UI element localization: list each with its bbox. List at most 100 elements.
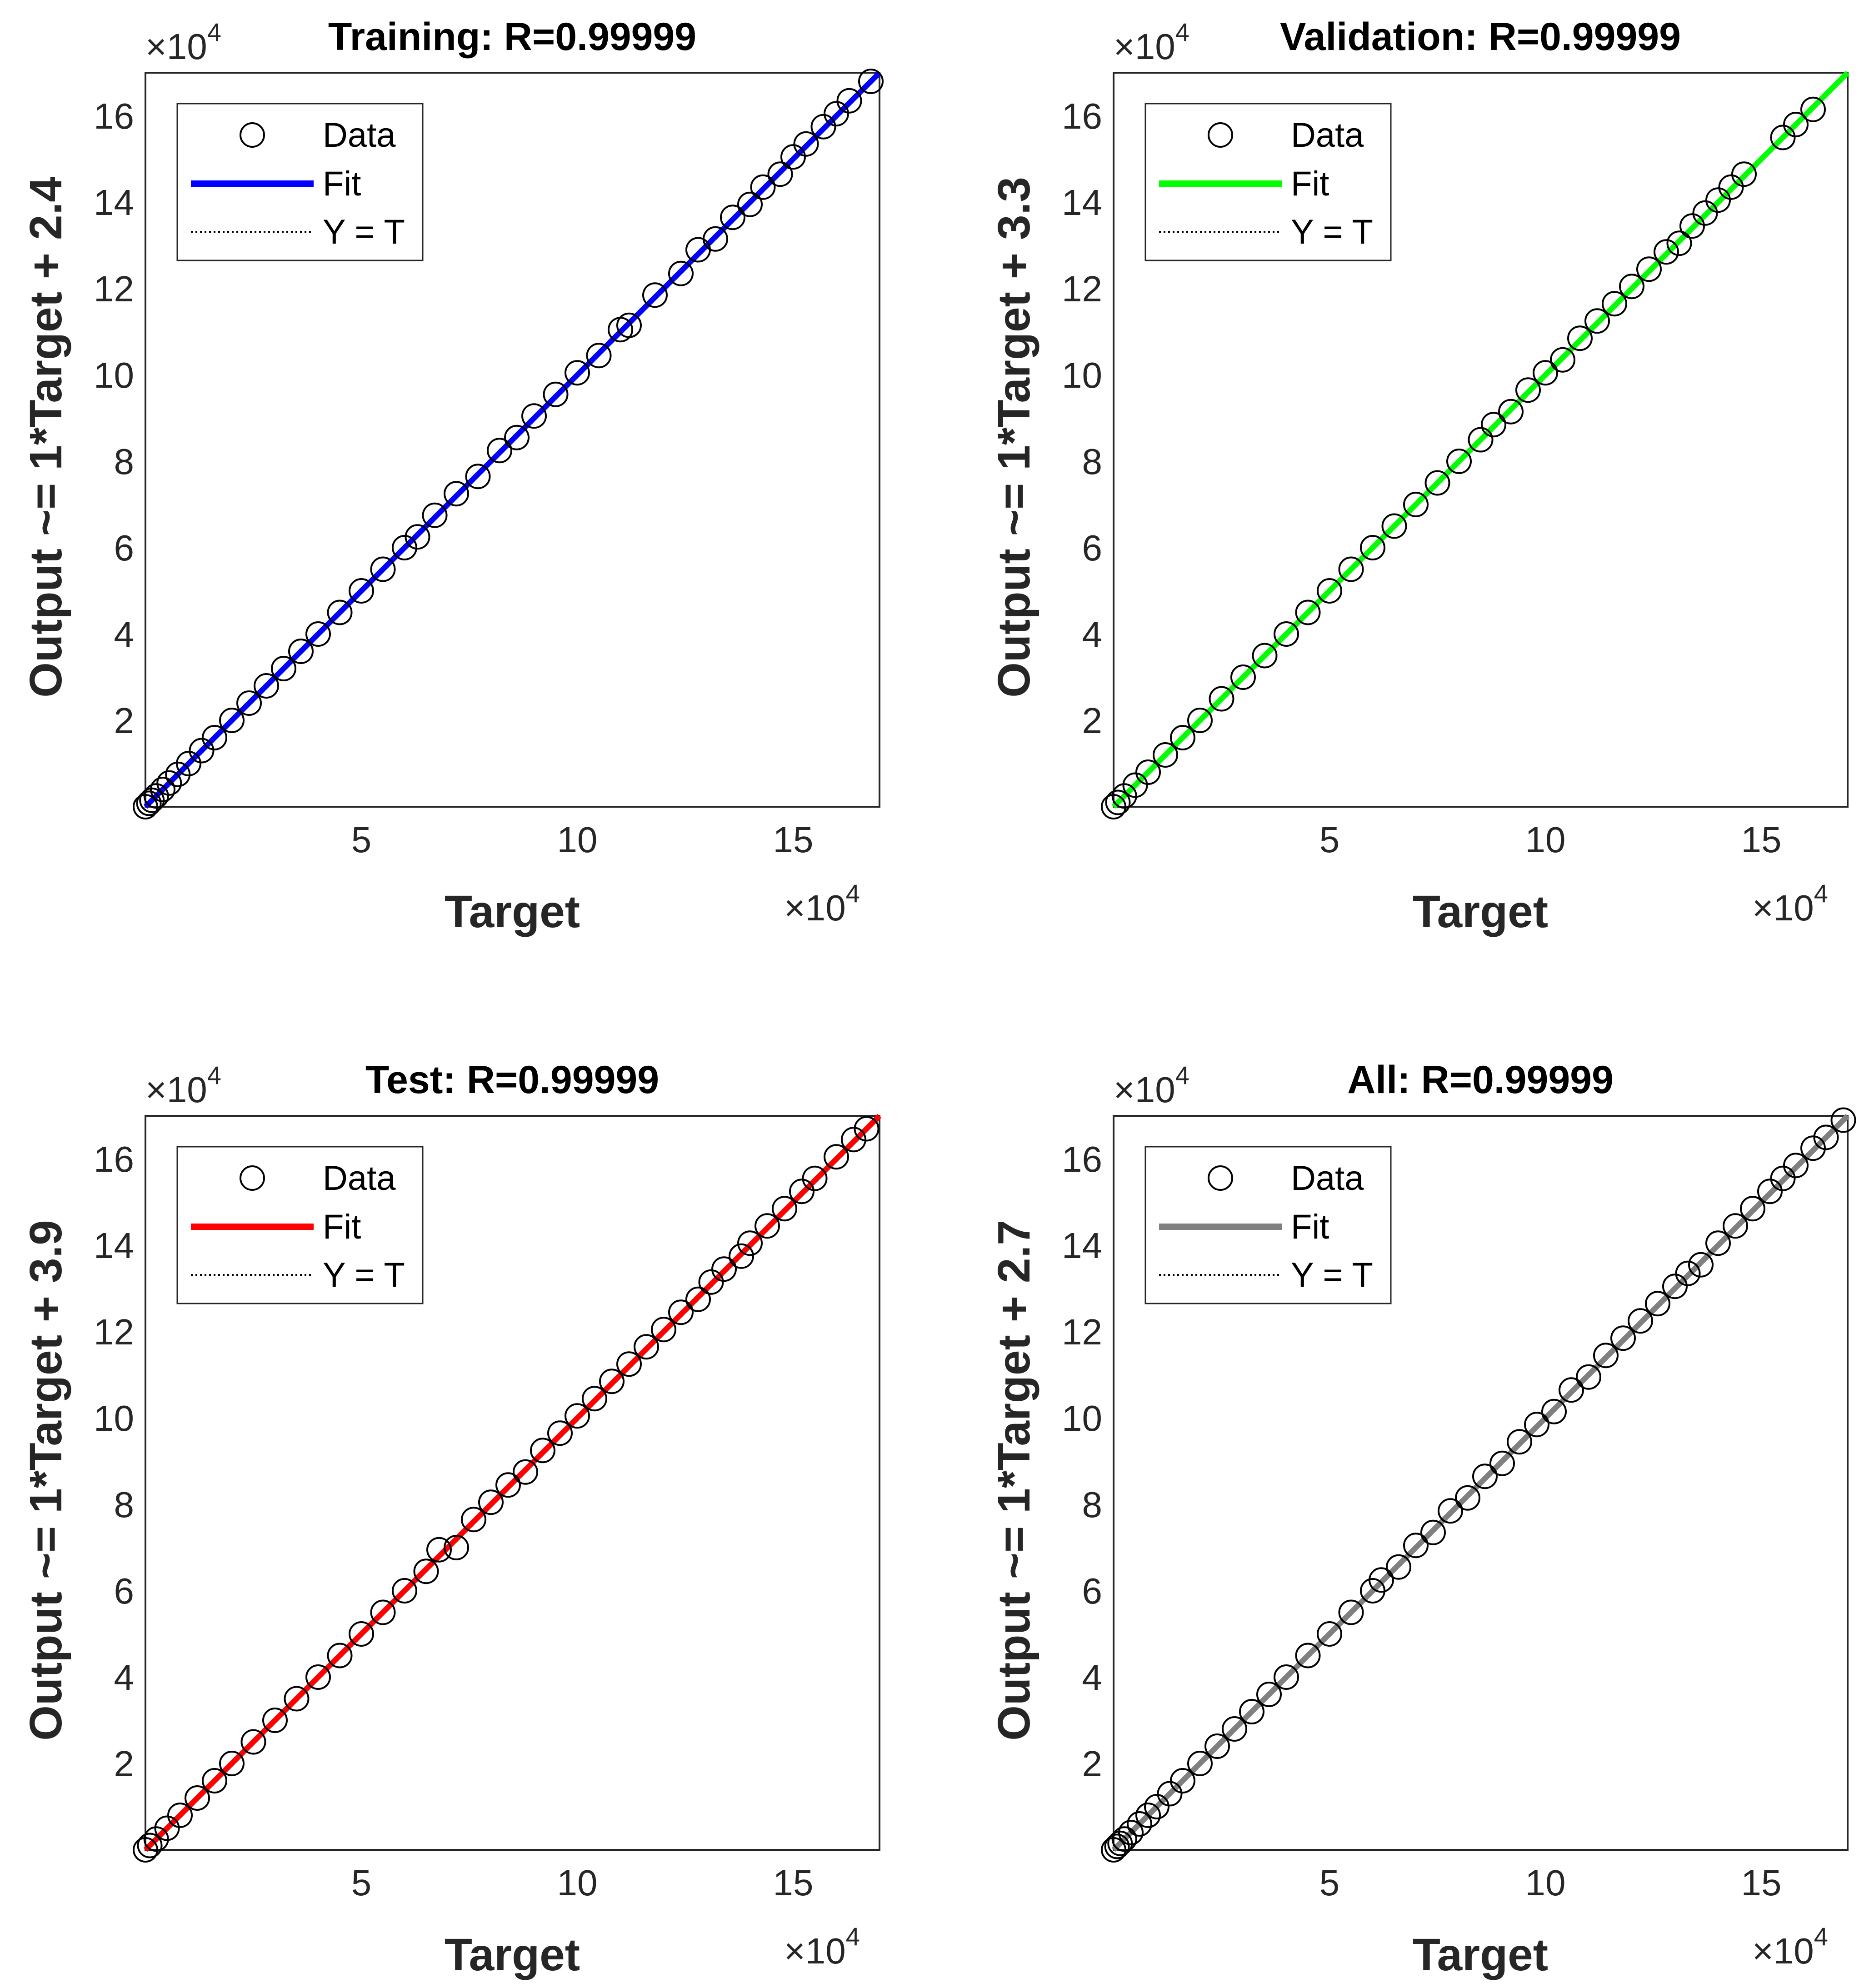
data-point [841, 1127, 866, 1153]
chart-title: Validation: R=0.99999 [1280, 15, 1681, 59]
data-point [1567, 325, 1593, 351]
data-point [465, 464, 491, 490]
data-point [1576, 1364, 1601, 1390]
data-point [1274, 621, 1299, 647]
y-tick-label: 8 [1082, 1484, 1103, 1525]
data-point [1230, 664, 1256, 690]
data-point [1666, 230, 1692, 256]
data-point [755, 1213, 780, 1239]
data-point [1757, 1179, 1783, 1204]
data-point [1403, 492, 1429, 517]
x-tick-label: 15 [1741, 819, 1782, 860]
data-point [1770, 125, 1796, 150]
data-point [262, 1708, 288, 1733]
y-tick-label: 12 [1062, 1312, 1102, 1352]
data-point [1420, 1519, 1446, 1545]
data-point [802, 1165, 828, 1191]
x-tick-label: 10 [557, 819, 598, 860]
data-point [599, 1369, 625, 1394]
legend-yt-label: Y = T [1291, 213, 1373, 251]
data-point [136, 790, 162, 816]
y-exponent-power: 4 [1175, 1061, 1189, 1089]
data-point [1153, 742, 1178, 768]
data-point [133, 794, 158, 819]
data-point [1209, 686, 1234, 712]
data-point [327, 1643, 353, 1668]
data-point [1455, 1485, 1480, 1511]
data-point [133, 1837, 158, 1863]
data-point [392, 1578, 417, 1603]
data-point [711, 1256, 737, 1282]
fit-lines [1111, 1114, 1850, 1852]
data-point [349, 1621, 374, 1647]
data-point [1144, 1794, 1169, 1819]
data-point [1338, 1599, 1364, 1625]
data-point [370, 556, 396, 582]
fit-lines [1111, 70, 1850, 809]
data-point [137, 1833, 163, 1858]
data-point [284, 1686, 310, 1712]
data-point [1584, 308, 1610, 334]
y-axis-label: Output ~= 1*Target + 3.3 [989, 177, 1039, 698]
panel-validation: Validation: R=0.99999 ×104 ×104 Target O… [989, 15, 1850, 937]
y-tick-label: 10 [94, 1398, 134, 1439]
data-point [616, 1351, 642, 1377]
fit-line [1111, 70, 1850, 809]
data-point [1770, 1165, 1796, 1191]
data-point [1239, 1699, 1264, 1724]
data-point [1783, 1153, 1809, 1179]
data-point [1740, 1196, 1765, 1222]
data-point [1274, 1664, 1299, 1690]
y-tick-label: 8 [114, 1484, 135, 1525]
legend-fit-label: Fit [1291, 165, 1329, 203]
data-markers [1101, 1107, 1856, 1863]
x-exponent-base: ×10 [784, 888, 846, 928]
data-point [668, 260, 694, 286]
data-point [1705, 1230, 1731, 1256]
legend-data-label: Data [323, 1159, 396, 1198]
x-exponent-label: ×104 [784, 879, 860, 928]
y-tick-label: 4 [1082, 1657, 1103, 1698]
data-point [185, 1785, 210, 1811]
data-point [1204, 1733, 1230, 1759]
data-point [1619, 274, 1644, 300]
chart-title: Test: R=0.99999 [365, 1058, 659, 1102]
data-point [1317, 1621, 1342, 1647]
y-tick-label: 6 [1082, 528, 1103, 568]
ticks: 5 10 15 2 4 6 8 10 12 14 16 [94, 73, 880, 860]
ticks: 5 10 15 2 4 6 8 10 12 14 16 [1062, 1116, 1848, 1903]
data-point [521, 403, 547, 429]
data-point [1723, 1213, 1748, 1239]
data-point [1170, 1768, 1195, 1793]
data-point [1481, 412, 1506, 438]
data-point [1675, 1260, 1701, 1286]
data-point [1222, 1716, 1247, 1742]
y-exponent-label: ×104 [1114, 1061, 1189, 1110]
x-tick-label: 15 [1741, 1863, 1782, 1903]
data-point [1170, 725, 1195, 750]
data-markers [133, 1116, 880, 1863]
panel-all: All: R=0.99999 ×104 ×104 Target Output ~… [989, 1058, 1856, 1980]
data-point [1107, 1830, 1133, 1856]
data-point [565, 360, 590, 386]
y-tick-label: 12 [94, 269, 134, 309]
data-point [1602, 291, 1627, 317]
legend-data-marker [1208, 1165, 1233, 1191]
y-axis-label: Output ~= 1*Target + 3.9 [20, 1220, 71, 1741]
data-point [1731, 161, 1757, 187]
legend-data-marker [1208, 122, 1233, 148]
data-point [1593, 1343, 1619, 1369]
data-point [616, 312, 642, 338]
legend: Data Fit Y = T [176, 1146, 424, 1304]
y-tick-label: 16 [94, 96, 134, 136]
panel-training: Training: R=0.99999 ×104 ×104 Target Out… [20, 15, 884, 937]
data-point [219, 1751, 245, 1776]
data-point [780, 144, 806, 170]
chart-title: All: R=0.99999 [1347, 1058, 1614, 1102]
y-tick-label: 14 [1062, 182, 1102, 223]
y-tick-label: 8 [1082, 441, 1103, 482]
data-point [1369, 1567, 1394, 1593]
y-tick-label: 10 [94, 355, 134, 395]
x-axis-label: Target [1413, 886, 1548, 937]
data-point [810, 114, 836, 140]
